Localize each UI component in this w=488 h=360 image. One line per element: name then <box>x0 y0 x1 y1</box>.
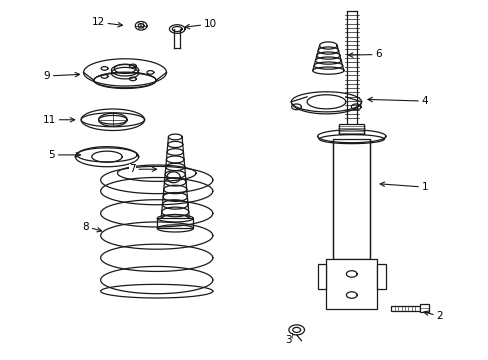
Bar <box>419 305 428 312</box>
Text: 2: 2 <box>423 311 442 321</box>
Bar <box>317 264 326 289</box>
Bar <box>376 264 385 289</box>
Text: 1: 1 <box>379 182 427 192</box>
Text: 7: 7 <box>129 164 156 174</box>
Bar <box>390 306 419 311</box>
Bar <box>338 125 364 134</box>
Text: 8: 8 <box>82 222 102 232</box>
Bar <box>326 259 376 309</box>
Text: 11: 11 <box>43 115 75 125</box>
Text: 3: 3 <box>285 334 292 345</box>
Text: 9: 9 <box>43 71 80 81</box>
Text: 6: 6 <box>348 49 381 59</box>
Bar <box>174 29 180 48</box>
Bar <box>332 139 369 259</box>
Bar <box>157 219 193 228</box>
Text: 12: 12 <box>91 17 122 27</box>
Text: 5: 5 <box>48 150 81 160</box>
Text: 4: 4 <box>367 96 427 106</box>
Text: 10: 10 <box>185 19 217 29</box>
